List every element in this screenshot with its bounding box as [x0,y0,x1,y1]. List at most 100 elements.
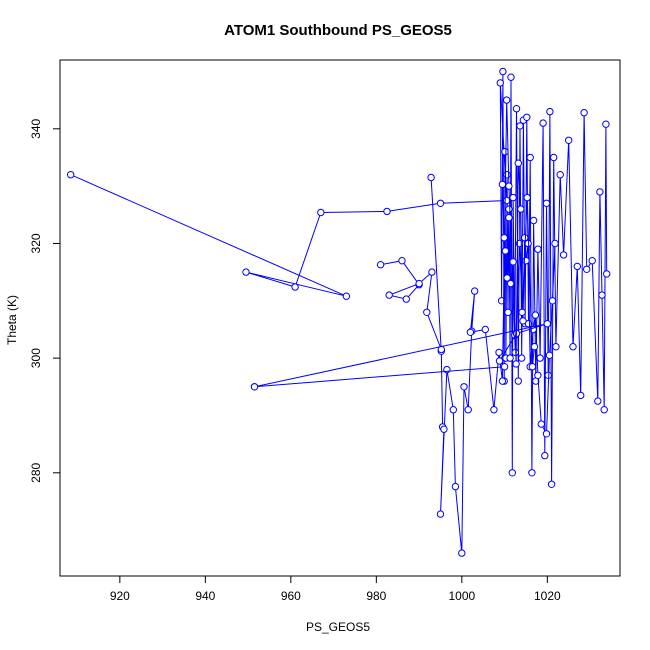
data-point [250,383,259,391]
y-tick-label: 280 [29,462,43,482]
series-line [501,163,535,367]
data-point [503,274,511,282]
data-point [501,247,510,255]
data-point [518,354,526,362]
x-tick-label: 980 [366,589,386,603]
series-3 [376,257,445,354]
data-point [512,105,521,113]
data-point [594,397,602,405]
data-point [458,549,466,557]
data-point [490,406,498,414]
x-tick-label: 940 [195,589,215,603]
data-point [545,351,554,359]
data-point [541,451,549,460]
data-point [529,216,538,225]
data-point [573,262,581,271]
data-point [530,343,539,351]
series-5 [498,159,539,371]
data-point [516,122,524,130]
data-point [600,406,608,414]
data-point [495,357,504,365]
data-point [528,363,537,371]
data-point [436,199,445,208]
data-point [542,199,551,208]
data-point [505,205,513,213]
data-point [464,406,472,414]
data-point [503,96,511,104]
data-point [548,297,557,305]
data-point [523,113,531,122]
x-tick-label: 920 [110,589,130,603]
data-point [415,279,423,288]
data-point [498,377,507,385]
data-point [376,261,385,269]
data-point [504,308,512,316]
series-4 [250,320,551,391]
data-point [523,193,531,202]
data-point [542,430,551,438]
data-point [539,119,547,127]
series-line [70,71,608,485]
data-point [546,107,554,116]
data-point [508,469,516,477]
data-point [559,251,568,259]
x-axis-label: PS_GEOS5 [306,620,370,634]
data-point [518,308,526,316]
data-point [506,354,514,362]
data-point [531,311,540,319]
data-point [537,420,545,428]
data-point [428,268,436,276]
data-point [528,469,536,477]
data-point [383,207,391,216]
data-point [556,171,564,179]
x-tick-label: 1000 [448,589,475,603]
x-tick-label: 1020 [534,589,561,603]
data-point [521,234,529,242]
data-point [547,480,556,488]
data-point [552,343,560,351]
data-point [242,268,250,276]
data-point [423,308,431,316]
data-point [385,291,393,299]
data-point [291,283,299,291]
data-point [500,363,509,371]
data-point [317,208,325,217]
data-point [460,383,468,391]
y-tick-label: 300 [29,348,43,368]
data-point [598,291,606,299]
y-axis-label: Theta (K) [5,295,19,345]
data-point [580,109,588,117]
data-point [398,257,406,265]
series-1 [67,67,611,488]
data-point [509,193,517,202]
data-point [543,320,551,328]
data-point [500,234,508,242]
data-point [602,120,610,128]
data-point [427,173,435,182]
data-point [519,317,527,325]
x-tick-label: 960 [281,589,301,603]
data-point [526,153,534,162]
data-point [577,391,585,400]
y-axis: 280 300 320 340 [29,118,61,483]
data-point [496,79,504,87]
data-point [499,67,507,76]
data-point [514,377,522,385]
data-point [569,343,577,351]
data-point [534,371,542,379]
data-point [342,292,351,300]
data-point [466,328,475,336]
data-point [512,360,520,368]
data-point [440,425,448,433]
data-point [551,239,559,248]
data-point [505,214,513,222]
data-point [505,182,513,190]
data-point [550,153,558,162]
data-point [565,136,573,145]
data-point [514,159,522,167]
series-line [254,323,548,388]
data-point [402,295,410,303]
data-point [534,245,542,253]
data-point [588,257,596,265]
